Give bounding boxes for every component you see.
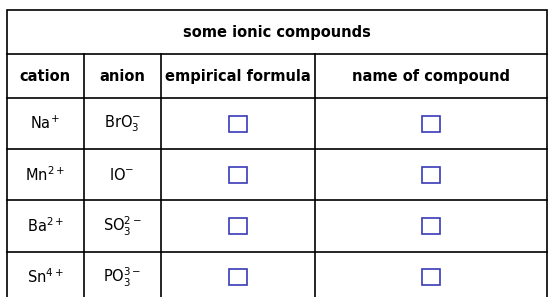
Text: $\mathregular{IO}^{\mathregular{-}}$: $\mathregular{IO}^{\mathregular{-}}$ [110,167,135,183]
Text: cation: cation [19,69,71,84]
Text: anion: anion [99,69,145,84]
Text: some ionic compounds: some ionic compounds [183,25,371,40]
Text: $\mathregular{Ba}^{\mathregular{2+}}$: $\mathregular{Ba}^{\mathregular{2+}}$ [27,217,64,235]
Text: $\mathregular{Sn}^{\mathregular{4+}}$: $\mathregular{Sn}^{\mathregular{4+}}$ [27,268,64,286]
Text: $\mathregular{BrO}_{\mathregular{3}}^{\mathregular{-}}$: $\mathregular{BrO}_{\mathregular{3}}^{\m… [104,113,141,134]
Text: empirical formula: empirical formula [165,69,311,84]
Bar [422,269,440,285]
Bar [229,167,247,183]
Text: $\mathregular{PO}_{\mathregular{3}}^{\mathregular{3-}}$: $\mathregular{PO}_{\mathregular{3}}^{\ma… [103,266,141,289]
Text: $\mathregular{Na}^{\mathregular{+}}$: $\mathregular{Na}^{\mathregular{+}}$ [30,115,60,132]
Text: $\mathregular{Mn}^{\mathregular{2+}}$: $\mathregular{Mn}^{\mathregular{2+}}$ [25,166,65,184]
Bar [422,116,440,132]
Text: $\mathregular{SO}_{\mathregular{3}}^{\mathregular{2-}}$: $\mathregular{SO}_{\mathregular{3}}^{\ma… [102,214,142,238]
Bar [422,167,440,183]
Text: name of compound: name of compound [352,69,510,84]
Bar [229,116,247,132]
Bar [229,269,247,285]
Bar [229,218,247,234]
Bar [422,218,440,234]
